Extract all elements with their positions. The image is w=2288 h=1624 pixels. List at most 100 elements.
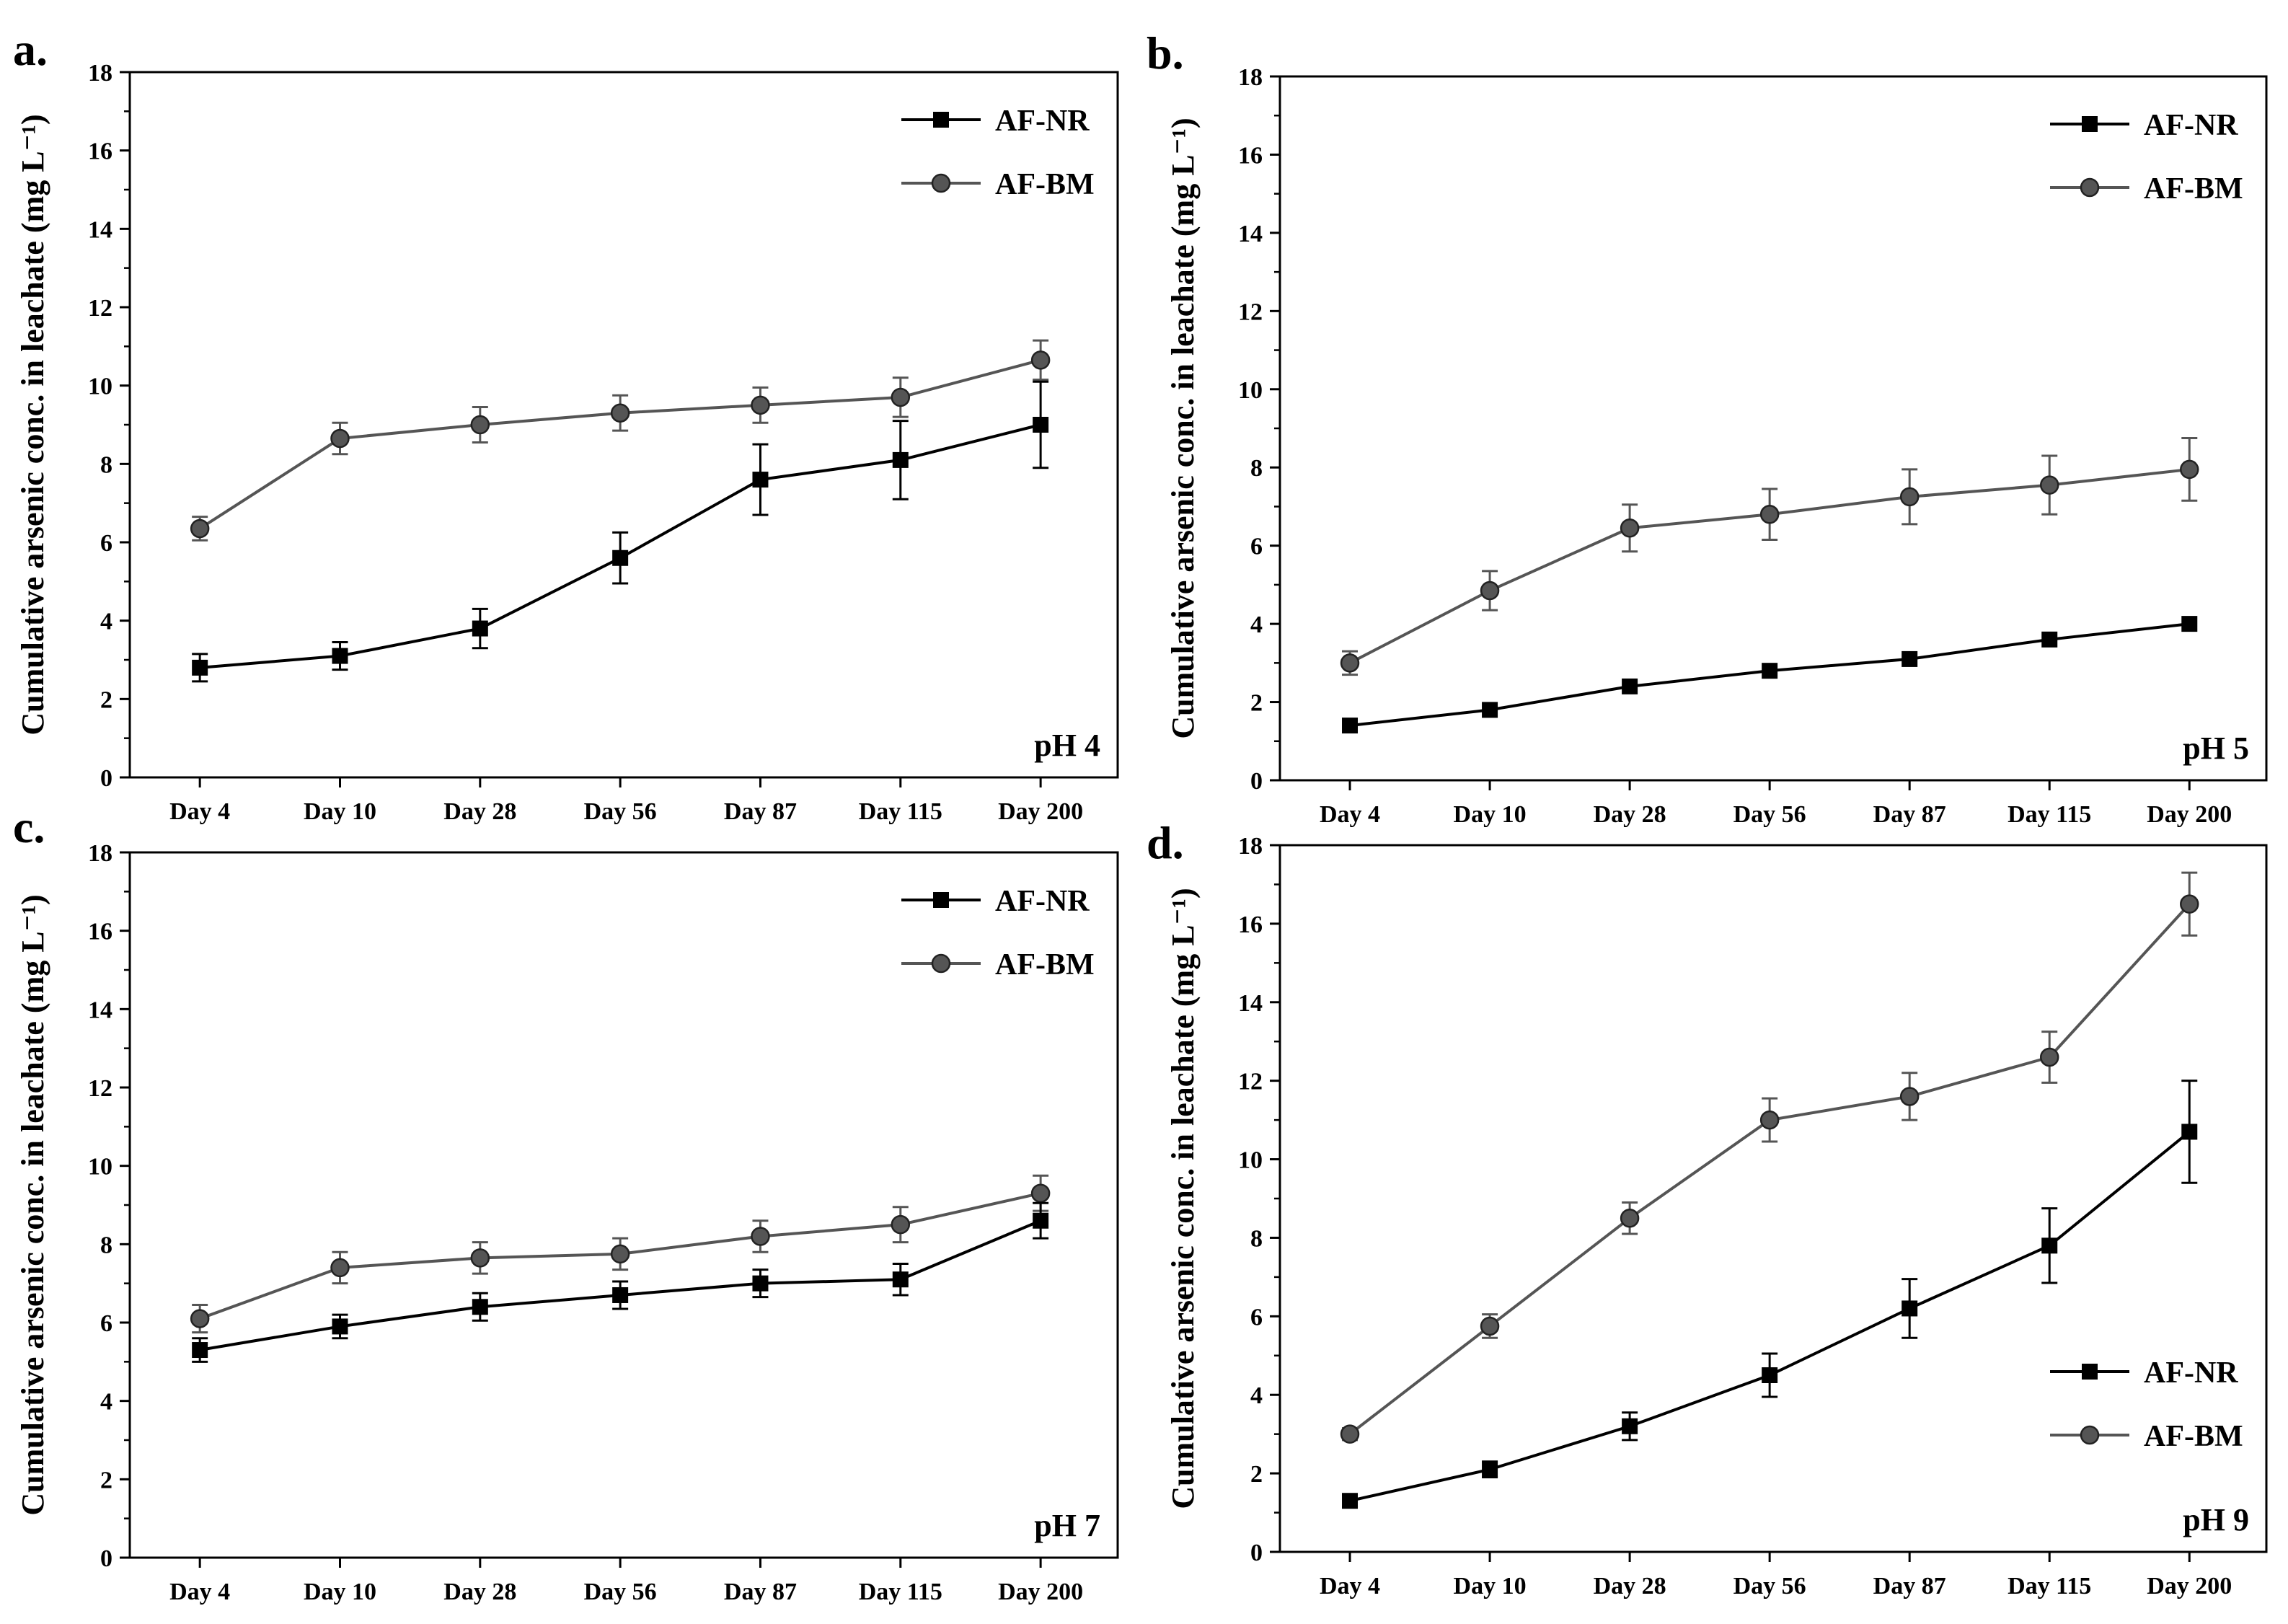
data-point xyxy=(2181,1124,2198,1140)
y-tick-label: 0 xyxy=(1250,768,1263,795)
data-point xyxy=(470,415,490,435)
chart-panel-2: 0 2 4 6 8 10 12 14 16 18 Day 4 Day 10 Day 28 Day 56 Da… xyxy=(1147,27,2268,828)
y-tick-label: 18 xyxy=(88,840,112,867)
x-tick-label: Day 87 xyxy=(1873,1573,1946,1599)
y-tick-label: 18 xyxy=(1238,64,1263,91)
y-axis-title: Cumulative arsenic conc. in leachate (mg… xyxy=(15,114,50,735)
series-af-nr xyxy=(192,380,1049,683)
legend-label: AF-NR xyxy=(2144,1356,2238,1390)
data-point xyxy=(612,1287,629,1303)
x-tick-label: Day 56 xyxy=(584,1579,657,1605)
legend-marker xyxy=(2080,1425,2100,1445)
condition-label: pH 9 xyxy=(2183,1502,2249,1537)
data-point xyxy=(2181,616,2198,632)
x-tick-label: Day 115 xyxy=(859,1579,942,1605)
series-line xyxy=(1349,1130,2191,1503)
x-tick-label: Day 56 xyxy=(1733,1573,1806,1599)
y-tick-label: 6 xyxy=(1250,1304,1263,1330)
series-af-bm xyxy=(190,339,1051,542)
x-tick-label: Day 4 xyxy=(169,1579,230,1605)
data-point xyxy=(1620,1208,1640,1228)
y-tick-label: 0 xyxy=(100,1545,112,1572)
x-tick-label: Day 10 xyxy=(304,1579,376,1605)
legend-label: AF-BM xyxy=(2144,172,2243,206)
data-point xyxy=(1622,678,1638,694)
legend-marker xyxy=(2082,1364,2098,1380)
legend-marker xyxy=(933,892,949,908)
series-af-nr xyxy=(1342,616,2198,734)
x-tick-label: Day 10 xyxy=(1454,1573,1527,1599)
data-point xyxy=(190,518,210,539)
condition-label: pH 5 xyxy=(2183,731,2249,766)
y-tick-label: 16 xyxy=(1238,142,1263,169)
data-point xyxy=(1762,663,1778,679)
data-point xyxy=(1901,650,1918,667)
data-point xyxy=(1901,1300,1918,1317)
panel-label: b. xyxy=(1147,27,1184,79)
y-tick-label: 10 xyxy=(1238,377,1263,404)
data-point xyxy=(1620,518,1640,538)
y-tick-label: 4 xyxy=(100,1389,112,1416)
x-tick-label: Day 56 xyxy=(584,798,657,825)
legend-marker xyxy=(931,173,951,193)
data-point xyxy=(1030,350,1051,370)
legend-label: AF-BM xyxy=(995,948,1095,981)
legend-marker xyxy=(933,112,949,128)
y-tick-label: 2 xyxy=(1250,690,1263,717)
series-af-bm xyxy=(190,1174,1051,1334)
y-tick-label: 18 xyxy=(1238,833,1263,860)
data-point xyxy=(1759,505,1780,524)
data-point xyxy=(2039,1047,2059,1067)
y-tick-label: 6 xyxy=(1250,534,1263,560)
series-line xyxy=(199,358,1041,530)
y-tick-label: 4 xyxy=(1250,1382,1263,1409)
legend: AF-NR AF-BM xyxy=(901,885,1095,981)
data-point xyxy=(472,620,488,637)
series-af-bm xyxy=(1340,437,2199,676)
chart-panel-3: 0 2 4 6 8 10 12 14 16 18 Day 4 Day 10 Day 28 Day 56 Da… xyxy=(13,801,1119,1605)
y-tick-label: 10 xyxy=(88,374,112,400)
data-point xyxy=(612,550,629,566)
data-point xyxy=(1759,1110,1780,1130)
x-tick-label: Day 115 xyxy=(2007,801,2091,828)
data-point xyxy=(190,1309,210,1328)
x-tick-label: Day 28 xyxy=(1594,801,1666,828)
legend-label: AF-NR xyxy=(995,885,1090,918)
y-tick-label: 14 xyxy=(1238,990,1263,1017)
data-point xyxy=(332,1318,348,1335)
y-tick-label: 16 xyxy=(88,138,112,165)
data-point xyxy=(332,648,348,664)
legend: AF-NR AF-BM xyxy=(901,105,1095,201)
data-point xyxy=(192,1342,208,1359)
data-point xyxy=(751,1227,770,1246)
x-tick-label: Day 200 xyxy=(998,798,1083,825)
data-point xyxy=(1480,1316,1500,1336)
chart-panel-4: 0 2 4 6 8 10 12 14 16 18 Day 4 Day 10 Day 28 Day 56 Da… xyxy=(1147,817,2268,1599)
y-tick-label: 2 xyxy=(100,1467,112,1493)
y-tick-label: 12 xyxy=(88,1075,112,1102)
data-point xyxy=(1342,718,1359,734)
panel-label: a. xyxy=(13,24,48,75)
panel-label: d. xyxy=(1147,817,1184,868)
y-tick-label: 6 xyxy=(100,530,112,557)
data-point xyxy=(752,1275,769,1292)
x-tick-label: Day 28 xyxy=(443,1579,516,1605)
data-point xyxy=(330,428,350,449)
data-point xyxy=(1340,1424,1360,1444)
x-tick-label: Day 87 xyxy=(1873,801,1946,828)
x-tick-label: Day 87 xyxy=(724,798,797,825)
data-point xyxy=(892,1271,909,1288)
y-tick-label: 4 xyxy=(100,609,112,635)
x-tick-label: Day 4 xyxy=(169,798,230,825)
x-tick-label: Day 4 xyxy=(1320,801,1380,828)
data-point xyxy=(751,395,770,415)
data-point xyxy=(610,1244,630,1264)
y-tick-label: 12 xyxy=(88,295,112,322)
data-point xyxy=(2180,894,2199,914)
x-tick-label: Day 115 xyxy=(2007,1573,2091,1599)
y-tick-label: 8 xyxy=(100,1232,112,1258)
y-tick-label: 14 xyxy=(1238,221,1263,247)
x-tick-label: Day 87 xyxy=(724,1579,797,1605)
plot-frame xyxy=(1278,844,2268,1553)
data-point xyxy=(1480,581,1500,601)
